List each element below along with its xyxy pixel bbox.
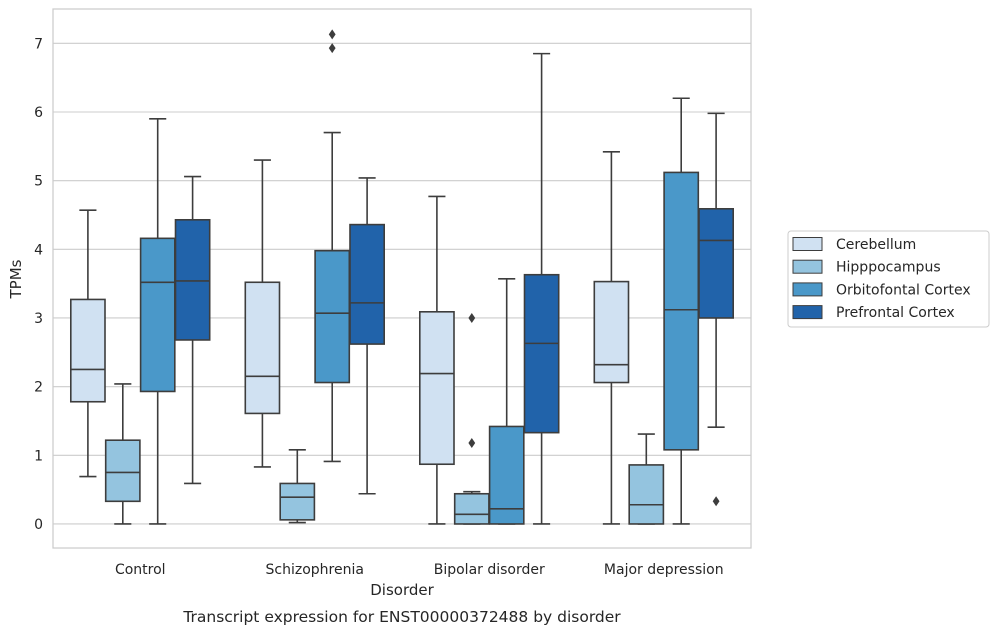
x-tick-label: Schizophrenia xyxy=(266,562,364,578)
y-tick-label: 7 xyxy=(34,36,43,52)
x-axis-ticks: Control Schizophrenia Bipolar disorder Majo… xyxy=(115,562,724,578)
legend-swatch xyxy=(792,237,823,251)
box-iqr xyxy=(593,280,630,384)
plot-frame xyxy=(52,8,752,549)
box-0-0 xyxy=(69,209,106,478)
box-iqr xyxy=(698,208,735,319)
chart-caption: Transcript expression for ENST0000037248… xyxy=(182,608,621,626)
legend-frame xyxy=(787,230,990,328)
y-axis-label: TPMs xyxy=(7,259,25,299)
legend-swatch xyxy=(792,305,823,320)
box-iqr xyxy=(139,237,176,393)
y-tick-label: 1 xyxy=(34,448,43,464)
y-tick-label: 2 xyxy=(34,380,43,396)
box-3-1 xyxy=(628,433,665,525)
box-1-1 xyxy=(279,449,316,524)
box-iqr xyxy=(628,464,665,525)
y-tick-label: 0 xyxy=(34,517,43,533)
legend: Cerebellum Hipppocampus Orbitofontal Corte… xyxy=(787,230,990,328)
box-3-0 xyxy=(593,151,630,525)
box-1-0 xyxy=(244,159,281,468)
box-iqr xyxy=(349,223,386,345)
box-2-2 xyxy=(488,278,525,525)
outlier-point xyxy=(468,437,476,448)
box-iqr xyxy=(244,281,281,415)
box-3-3 xyxy=(698,112,735,507)
legend-swatch xyxy=(792,282,823,297)
legend-label: Orbitofontal Cortex xyxy=(836,282,971,298)
legend-items: Cerebellum Hipppocampus Orbitofontal Corte… xyxy=(792,237,971,321)
legend-label: Cerebellum xyxy=(836,237,916,253)
outlier-point xyxy=(328,43,336,54)
box-iqr xyxy=(418,311,455,466)
box-3-2 xyxy=(663,97,700,525)
box-iqr xyxy=(488,425,525,525)
box-iqr xyxy=(104,439,141,503)
y-tick-label: 5 xyxy=(34,174,43,190)
box-iqr xyxy=(174,218,211,341)
y-tick-label: 3 xyxy=(34,311,43,327)
box-iqr xyxy=(69,298,106,403)
box-iqr xyxy=(663,171,700,451)
legend-label: Hipppocampus xyxy=(836,260,941,276)
legend-label: Prefrontal Cortex xyxy=(836,305,955,321)
box-2-3 xyxy=(523,52,560,525)
box-iqr xyxy=(523,273,560,434)
y-tick-label: 6 xyxy=(34,105,43,121)
outlier-point xyxy=(712,496,720,507)
box-series xyxy=(69,29,735,525)
box-1-3 xyxy=(349,177,386,495)
box-iqr xyxy=(279,482,316,521)
x-tick-label: Control xyxy=(115,562,166,578)
box-0-2 xyxy=(139,118,176,525)
box-iqr xyxy=(453,492,490,525)
box-iqr xyxy=(314,249,351,384)
box-2-1 xyxy=(453,312,490,525)
x-tick-label: Major depression xyxy=(604,562,724,578)
x-axis-label: Disorder xyxy=(370,581,434,599)
box-2-0 xyxy=(418,195,455,525)
box-0-3 xyxy=(174,175,211,485)
legend-swatch xyxy=(792,259,823,274)
box-0-1 xyxy=(104,383,141,525)
outlier-point xyxy=(328,29,336,40)
y-tick-label: 4 xyxy=(34,242,43,258)
x-tick-label: Bipolar disorder xyxy=(434,562,545,578)
box-1-2 xyxy=(314,29,351,463)
outlier-point xyxy=(468,312,476,323)
y-axis-ticks: 0 1 2 3 4 5 6 7 xyxy=(34,36,43,533)
